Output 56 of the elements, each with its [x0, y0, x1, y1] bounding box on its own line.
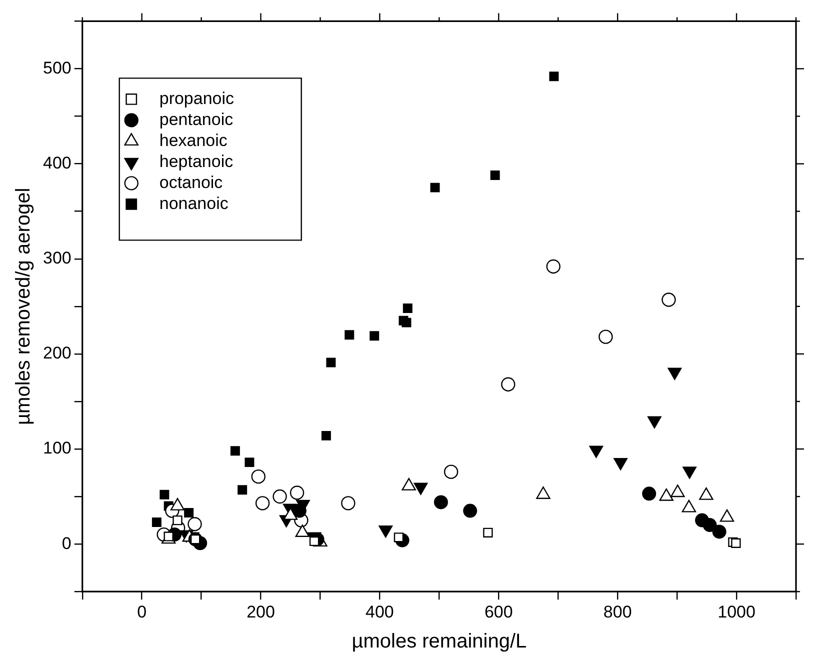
point [341, 496, 356, 510]
point [290, 486, 304, 500]
legend-label: heptanoic [159, 152, 234, 171]
point [712, 524, 726, 539]
point [272, 489, 287, 504]
y-tick-label: 200 [42, 344, 72, 363]
y-tick-label: 400 [42, 153, 72, 172]
point [731, 538, 741, 548]
point [490, 170, 500, 180]
point [344, 330, 354, 340]
point [662, 292, 676, 307]
point [546, 259, 560, 274]
x-tick-label: 800 [603, 602, 632, 622]
point [160, 490, 170, 500]
x-tick-label: 0 [137, 602, 147, 622]
legend-label: hexanoic [159, 130, 228, 150]
point [321, 430, 331, 440]
point [598, 330, 613, 344]
y-tick-label: 300 [42, 248, 72, 268]
point [402, 304, 412, 314]
point [501, 377, 516, 392]
point [483, 528, 493, 538]
point [430, 182, 440, 192]
point [230, 446, 240, 456]
point [292, 504, 306, 518]
point [444, 464, 458, 479]
x-tick-label: 400 [366, 602, 394, 622]
point [434, 495, 448, 510]
x-tick-label: 600 [484, 602, 513, 622]
point [402, 318, 412, 328]
legend-label: pentanoic [159, 110, 234, 129]
legend-label: propanoic [159, 88, 235, 108]
point [152, 517, 162, 527]
point [188, 517, 202, 532]
legend-label: octanoic [159, 172, 224, 192]
y-tick-label: 500 [42, 58, 72, 78]
point [702, 518, 717, 532]
y-axis-title: µmoles removed/g aerogel [12, 188, 35, 425]
x-tick-label: 200 [246, 602, 275, 622]
x-tick-label: 1000 [718, 602, 756, 622]
point [549, 72, 559, 82]
y-tick-label: 0 [62, 534, 72, 553]
point [238, 485, 248, 495]
point [326, 358, 336, 368]
point [370, 331, 380, 341]
point [255, 496, 270, 510]
y-tick-label: 100 [42, 438, 72, 458]
point [642, 486, 656, 501]
x-axis-title: µmoles remaining/L [352, 630, 527, 653]
point [251, 469, 266, 484]
legend-label: nonanoic [159, 194, 229, 213]
point [184, 508, 194, 518]
point [309, 536, 320, 546]
point [244, 458, 254, 468]
point [463, 504, 478, 518]
point [172, 515, 182, 526]
